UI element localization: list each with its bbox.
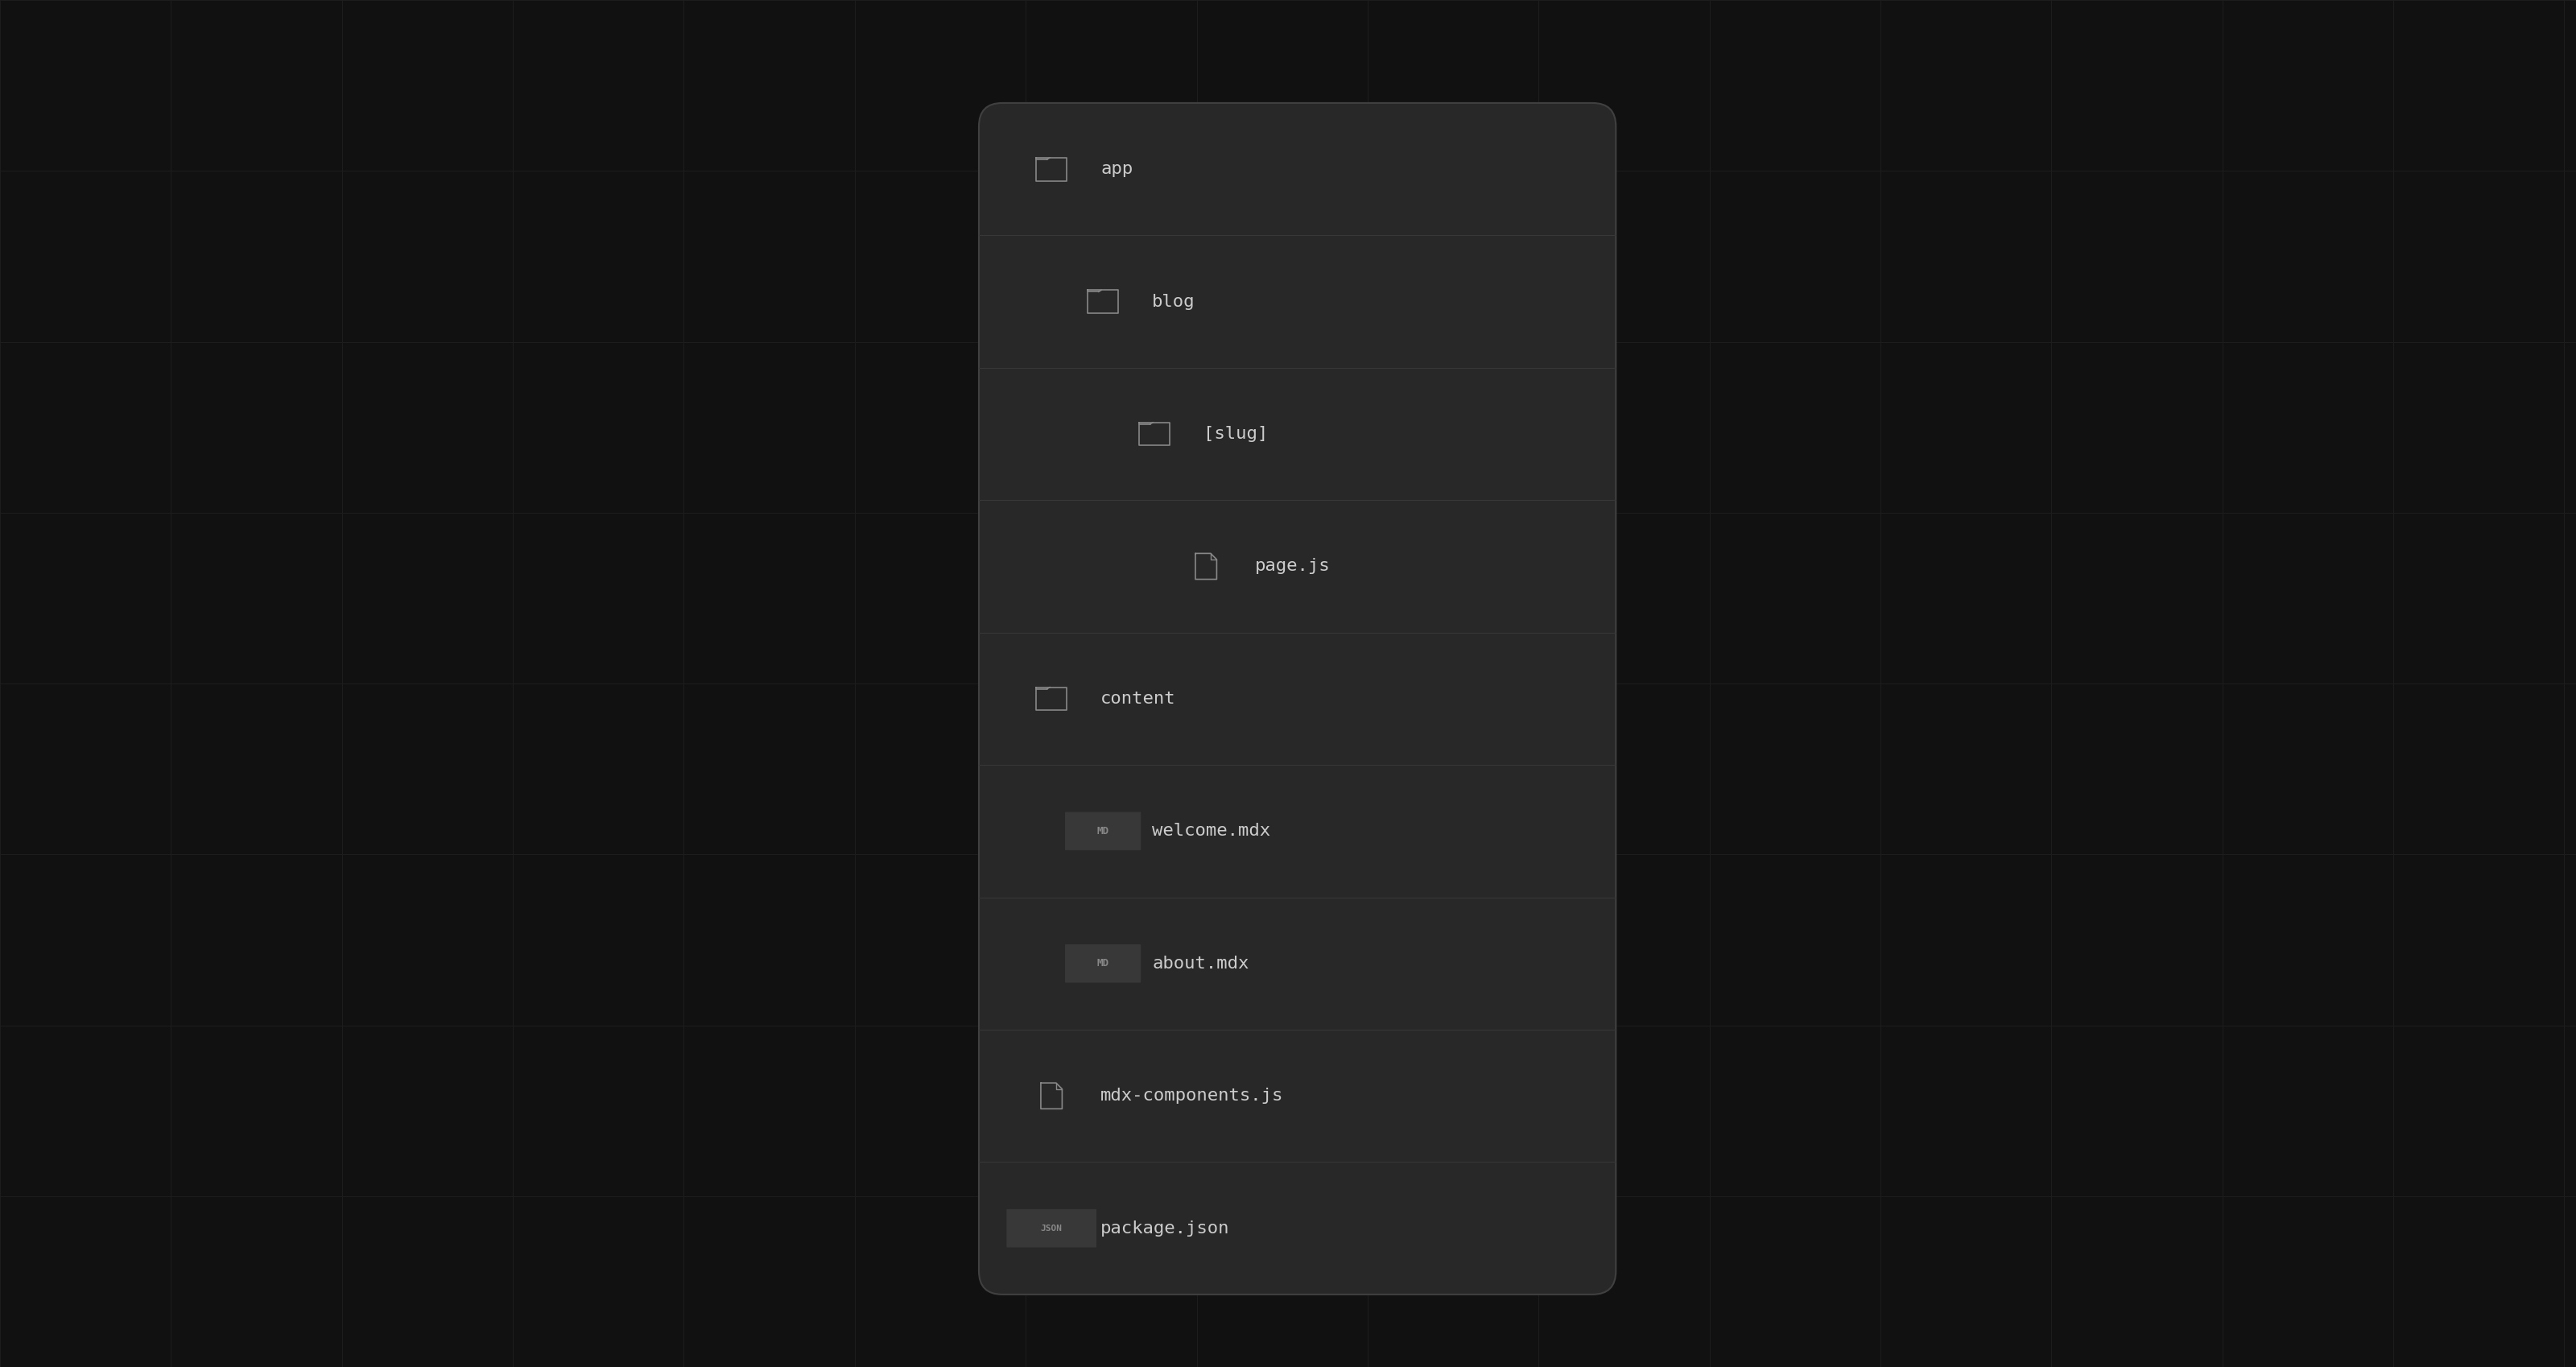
Text: about.mdx: about.mdx [1151, 956, 1249, 972]
FancyBboxPatch shape [1007, 1210, 1095, 1247]
Text: welcome.mdx: welcome.mdx [1151, 823, 1270, 839]
Text: package.json: package.json [1100, 1221, 1229, 1236]
FancyBboxPatch shape [979, 103, 1615, 1295]
Text: app: app [1100, 161, 1133, 178]
Text: blog: blog [1151, 294, 1195, 309]
Text: MD: MD [1097, 958, 1110, 969]
Text: [slug]: [slug] [1203, 427, 1267, 442]
Text: page.js: page.js [1255, 558, 1332, 574]
Text: MD: MD [1097, 826, 1110, 837]
FancyBboxPatch shape [1066, 945, 1141, 983]
Text: content: content [1100, 690, 1177, 707]
Text: mdx-components.js: mdx-components.js [1100, 1088, 1283, 1105]
FancyBboxPatch shape [1066, 812, 1141, 850]
Text: JSON: JSON [1041, 1225, 1061, 1232]
